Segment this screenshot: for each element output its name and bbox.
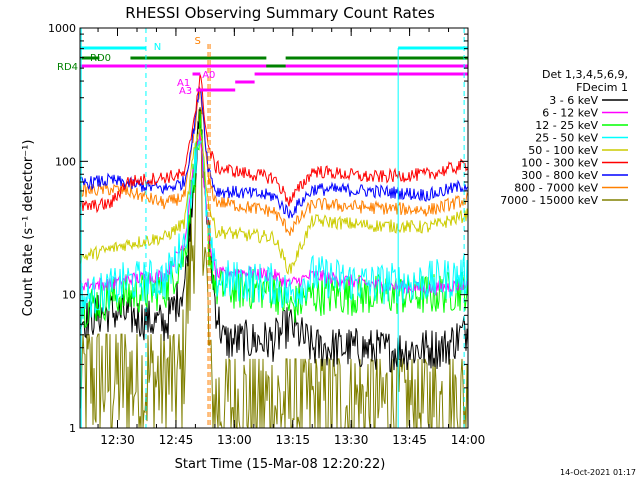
chart-title: RHESSI Observing Summary Count Rates [125,4,435,22]
series-line [79,128,469,275]
legend-header-2: FDecim 1 [576,81,628,94]
legend-entry-label: 12 - 25 keV [535,119,598,132]
y-axis-label: Count Rate (s⁻¹ detector⁻¹) [21,140,36,317]
x-tick-label: 13:15 [275,433,310,447]
x-tick-label: 12:30 [100,433,135,447]
legend-entry-label: 7000 - 15000 keV [500,194,598,207]
label-rd0: RD0 [90,53,111,64]
series-line [79,87,469,236]
legend-entry-label: 300 - 800 keV [521,169,598,182]
x-tick-label: 13:45 [392,433,427,447]
x-axis-label: Start Time (15-Mar-08 12:20:22) [175,457,386,472]
label-a3: A3 [179,86,192,97]
label-a0: A0 [202,70,215,81]
label-n: N [154,42,161,53]
axes: 1 10 100 1000 12:30 12:45 13:00 13:15 13:30 13:45… [48,22,485,447]
label-s: S [194,36,200,47]
series-line [79,74,469,214]
render-timestamp: 14-Oct-2021 01:17 [560,468,636,477]
series-line [79,107,469,373]
x-tick-label: 14:00 [451,433,486,447]
legend-entry-label: 25 - 50 keV [535,132,598,145]
legend-entry-label: 800 - 7000 keV [514,182,598,195]
legend-entry-label: 50 - 100 keV [528,144,598,157]
legend-header-1: Det 1,3,4,5,6,9, [542,68,628,81]
y-tick-label: 1000 [48,22,76,35]
label-a1: A1 [177,78,190,89]
state-bars [80,46,468,92]
x-tick-label: 12:45 [159,433,194,447]
legend-entry-label: 100 - 300 keV [521,157,598,170]
x-tick-label: 13:30 [334,433,369,447]
series-line [79,138,469,321]
plot-frame [79,27,469,429]
y-tick-label: 10 [62,289,76,302]
y-tick-label: 100 [55,155,76,168]
legend-entry-label: 3 - 6 keV [549,94,598,107]
legend-entry-label: 6 - 12 keV [542,107,598,120]
label-rd4: RD4 [57,62,78,73]
x-tick-label: 13:00 [217,433,252,447]
series-curves [79,74,469,429]
plot-area [79,28,469,429]
vertical-markers [80,28,465,428]
series-line [79,85,469,219]
y-tick-label: 1 [69,422,76,435]
